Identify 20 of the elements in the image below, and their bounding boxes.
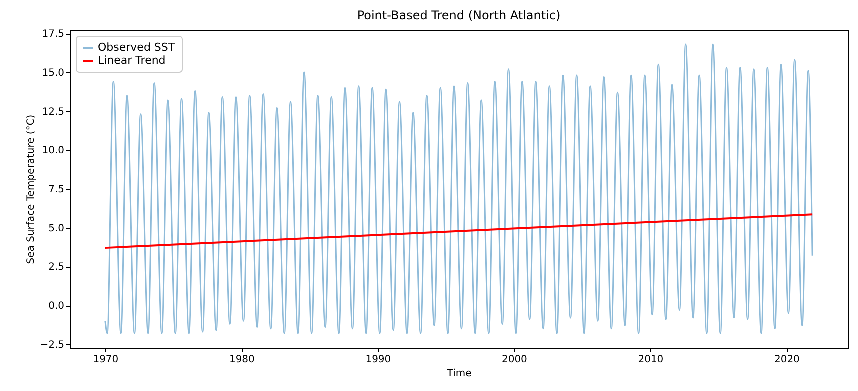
y-tick-label: 17.5 bbox=[42, 29, 64, 40]
chart-title: Point-Based Trend (North Atlantic) bbox=[357, 8, 561, 23]
x-tick-label: 2010 bbox=[638, 354, 664, 366]
y-tick-label: 12.5 bbox=[42, 106, 64, 118]
y-tick-label: 15.0 bbox=[42, 68, 64, 79]
legend-label: Linear Trend bbox=[98, 54, 166, 67]
y-tick-label: 7.5 bbox=[48, 184, 64, 196]
legend-label: Observed SST bbox=[98, 41, 176, 54]
y-tick-label: 0.0 bbox=[48, 301, 64, 312]
y-axis-title: Sea Surface Temperature (°C) bbox=[26, 114, 38, 264]
x-tick-label: 2020 bbox=[774, 354, 800, 366]
y-tick-label: 2.5 bbox=[48, 262, 64, 274]
x-tick-label: 1970 bbox=[93, 354, 119, 366]
x-axis-title: Time bbox=[446, 368, 472, 380]
x-tick-label: 2000 bbox=[502, 354, 528, 366]
x-tick-label: 1980 bbox=[229, 354, 255, 366]
x-tick-label: 1990 bbox=[366, 354, 392, 366]
y-tick-label: 5.0 bbox=[48, 223, 64, 234]
y-tick-label: −2.5 bbox=[40, 340, 64, 351]
y-tick-label: 10.0 bbox=[42, 146, 64, 157]
